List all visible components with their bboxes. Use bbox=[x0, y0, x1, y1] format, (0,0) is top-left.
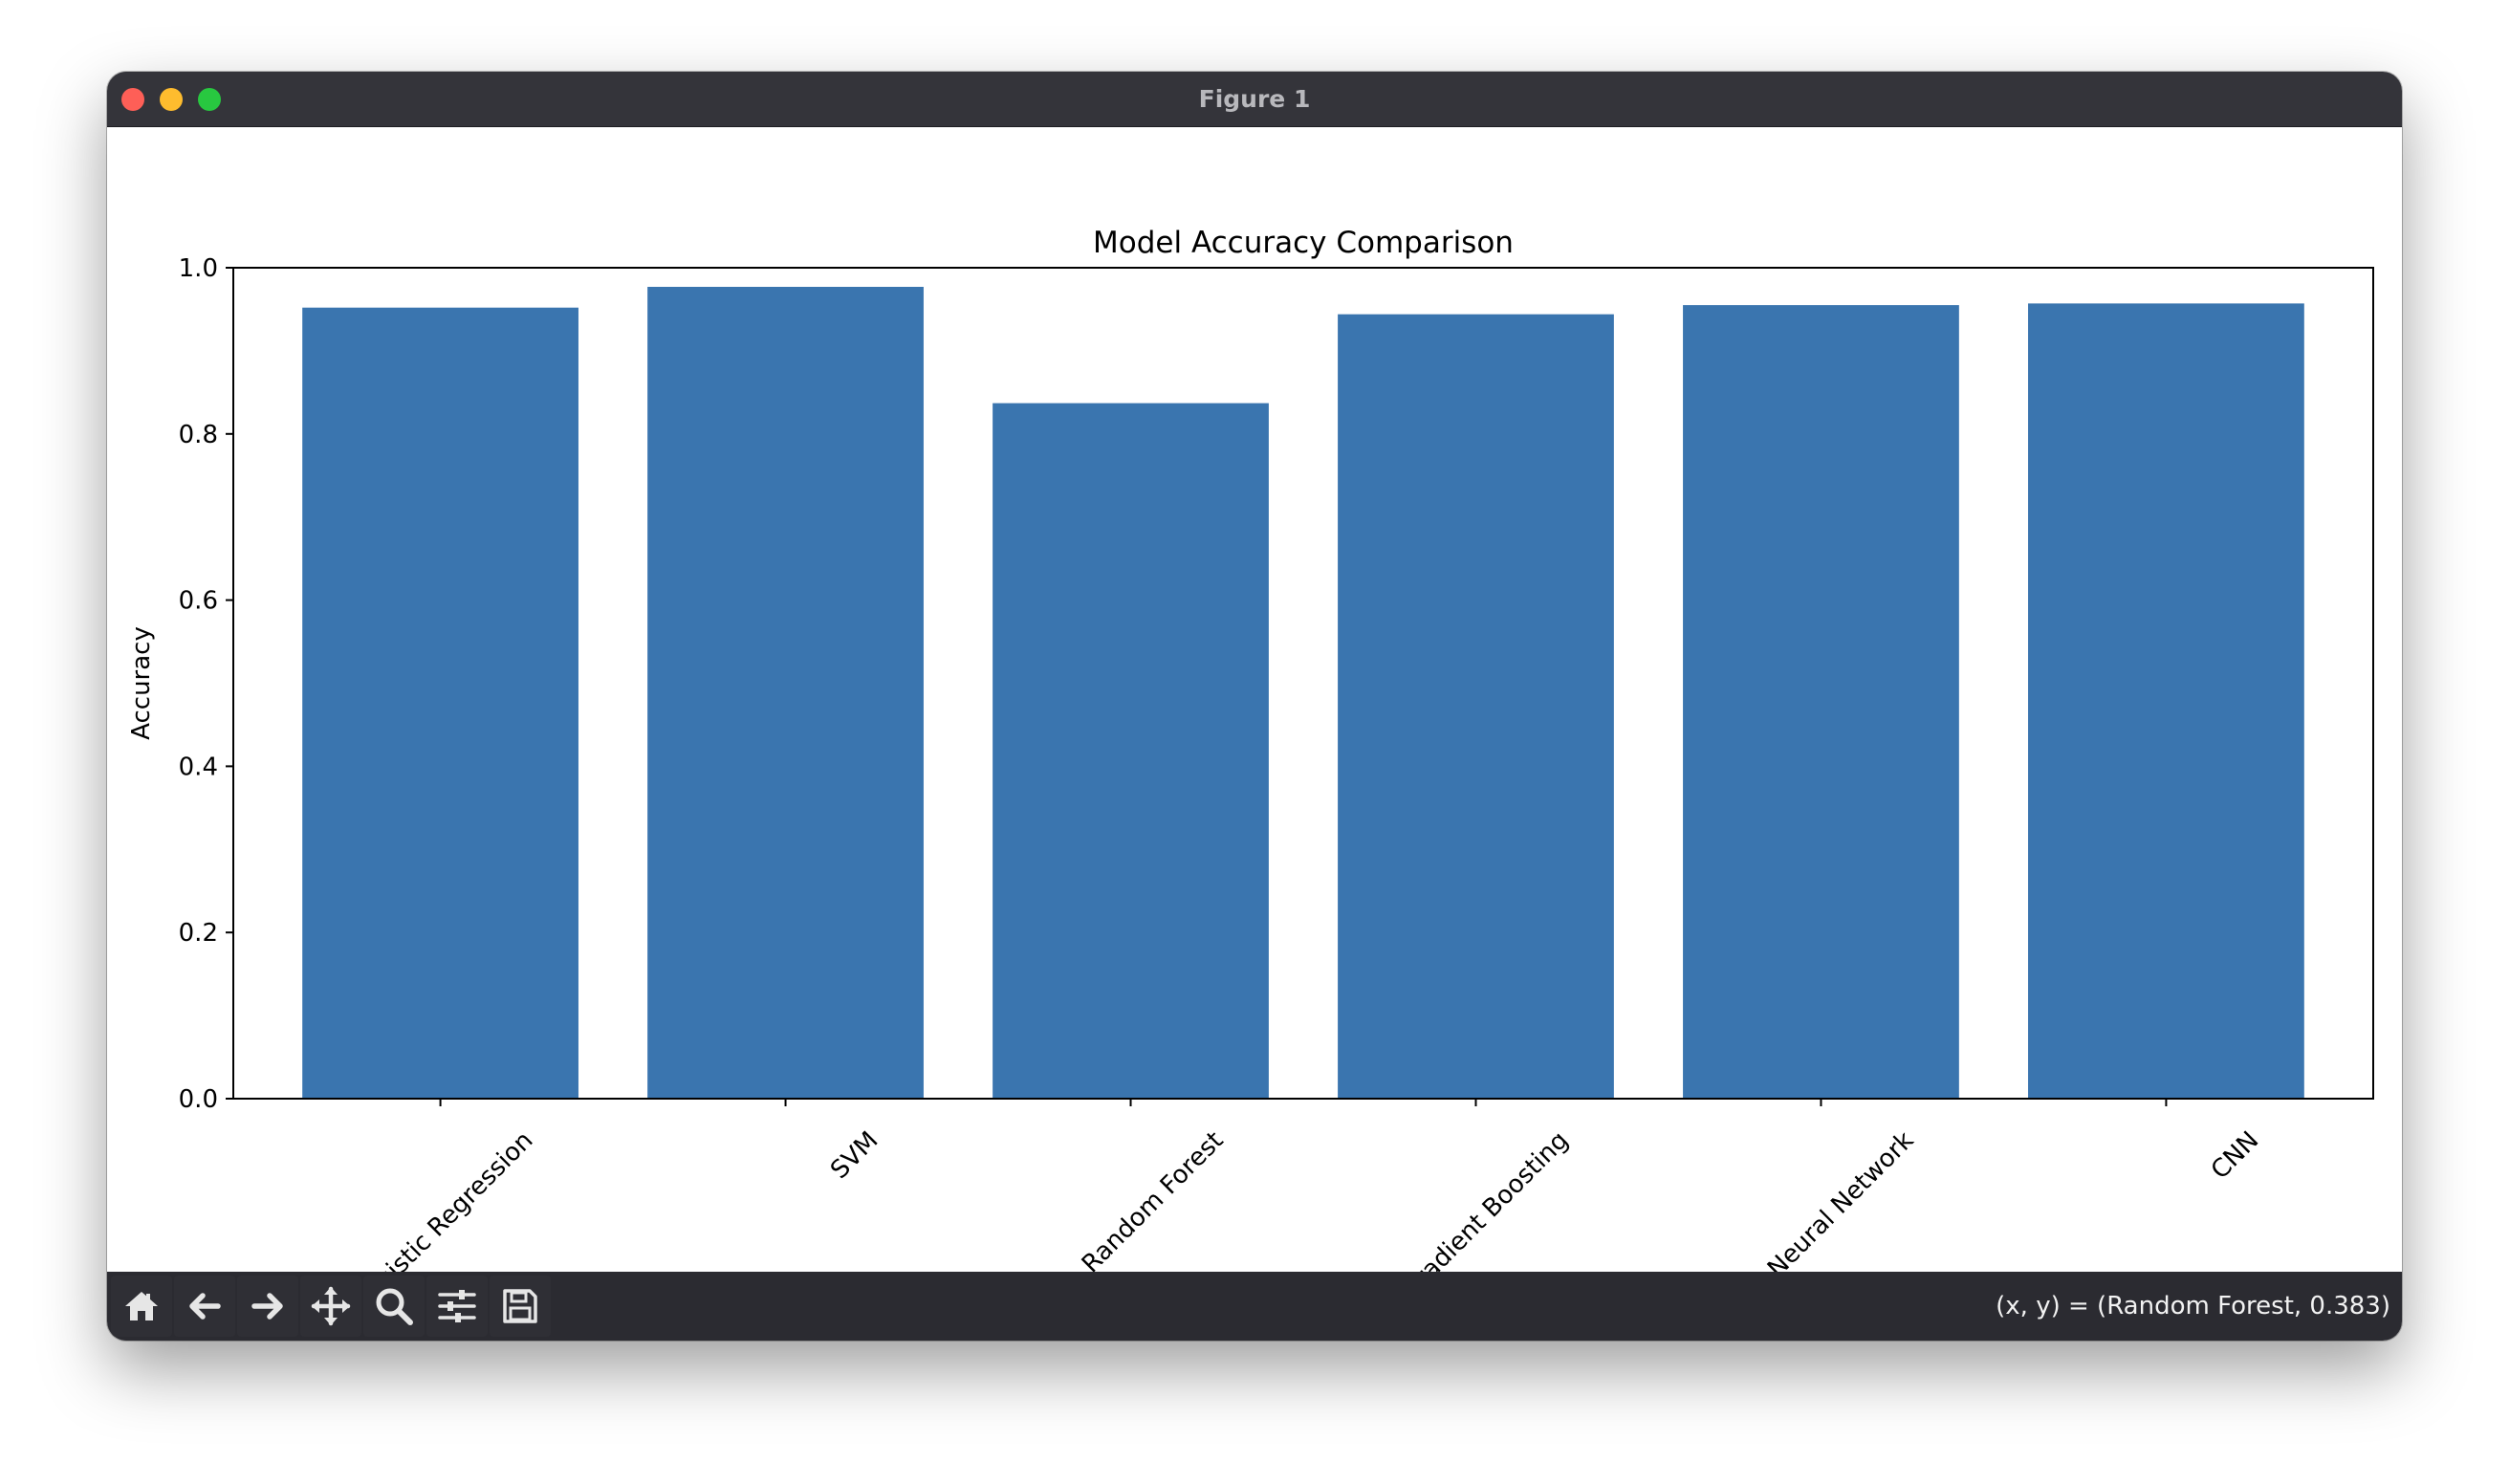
title-bar[interactable]: Figure 1 bbox=[107, 72, 2402, 127]
x-tick-label: CNN bbox=[2206, 1126, 2265, 1186]
bar-gradient-boosting bbox=[1338, 314, 1614, 1099]
home-button[interactable] bbox=[111, 1276, 172, 1337]
minimize-button[interactable] bbox=[160, 88, 183, 111]
axes-frame bbox=[232, 267, 2374, 1100]
y-tick-label: 0.8 bbox=[179, 421, 218, 449]
bar-chart[interactable]: 0.0 0.2 0.4 0.6 0.8 1.0 Logistic Regression SV… bbox=[107, 127, 2402, 1272]
back-button[interactable] bbox=[174, 1276, 235, 1337]
floppy-disk-icon bbox=[503, 1289, 537, 1323]
cursor-coordinates: (x, y) = (Random Forest, 0.383) bbox=[1996, 1292, 2390, 1320]
bar-logistic-regression bbox=[302, 307, 578, 1099]
figure-canvas[interactable]: 0.0 0.2 0.4 0.6 0.8 1.0 Logistic Regression SV… bbox=[107, 127, 2402, 1272]
bar-random-forest bbox=[993, 403, 1269, 1100]
navigation-toolbar: (x, y) = (Random Forest, 0.383) bbox=[107, 1272, 2402, 1341]
y-axis-label: Accuracy bbox=[127, 626, 156, 740]
x-tick-label: Logistic Regression bbox=[350, 1126, 539, 1272]
x-ticks: Logistic Regression SVM Random Forest Gradi… bbox=[350, 1099, 2264, 1272]
zoom-button[interactable] bbox=[363, 1276, 425, 1337]
magnifier-icon bbox=[376, 1288, 413, 1325]
configure-subplots-button[interactable] bbox=[426, 1276, 488, 1337]
x-tick-label: Neural Network bbox=[1762, 1126, 1919, 1272]
y-tick-label: 0.2 bbox=[179, 919, 218, 948]
window-title: Figure 1 bbox=[1198, 85, 1311, 113]
save-button[interactable] bbox=[490, 1276, 551, 1337]
x-tick-label: Random Forest bbox=[1077, 1126, 1230, 1272]
arrow-left-icon bbox=[189, 1293, 221, 1320]
bar-svm bbox=[647, 286, 924, 1099]
x-tick-label: Gradient Boosting bbox=[1395, 1126, 1574, 1272]
arrow-right-icon bbox=[251, 1293, 283, 1320]
figure-window: Figure 1 0.0 0.2 0.4 0.6 0.8 1.0 Logistic Reg… bbox=[107, 72, 2402, 1341]
pan-button[interactable] bbox=[300, 1276, 361, 1337]
bars-layer bbox=[302, 286, 2304, 1100]
close-button[interactable] bbox=[121, 88, 144, 111]
chart-title: Model Accuracy Comparison bbox=[1093, 226, 1514, 260]
y-tick-label: 0.4 bbox=[179, 753, 218, 781]
bar-neural-network bbox=[1683, 305, 1959, 1099]
y-tick-label: 0.6 bbox=[179, 587, 218, 616]
move-icon bbox=[311, 1286, 351, 1326]
home-icon bbox=[125, 1292, 158, 1320]
y-tick-label: 1.0 bbox=[179, 254, 218, 283]
forward-button[interactable] bbox=[237, 1276, 298, 1337]
sliders-icon bbox=[438, 1290, 476, 1322]
bar-cnn bbox=[2028, 303, 2304, 1099]
y-ticks: 0.0 0.2 0.4 0.6 0.8 1.0 bbox=[179, 254, 233, 1114]
y-tick-label: 0.0 bbox=[179, 1085, 218, 1114]
x-tick-label: SVM bbox=[825, 1126, 884, 1185]
zoom-window-button[interactable] bbox=[198, 88, 221, 111]
